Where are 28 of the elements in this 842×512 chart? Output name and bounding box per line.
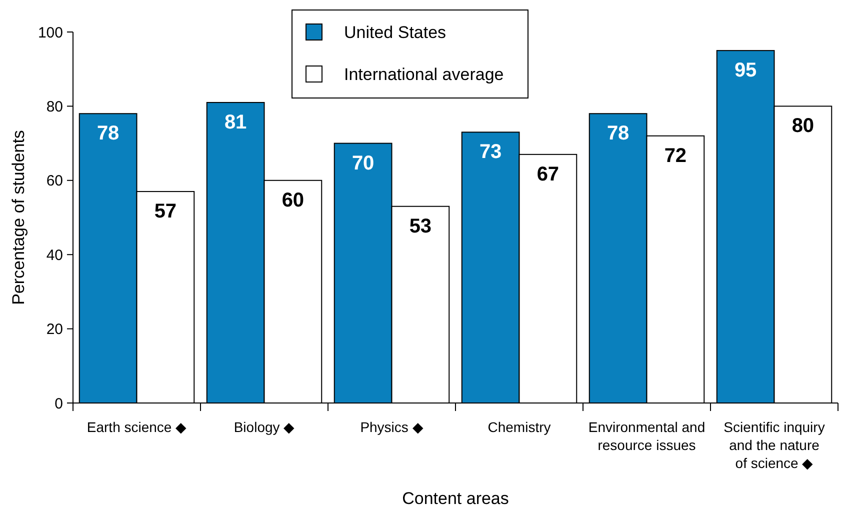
x-tick-label: Physics ◆	[360, 419, 424, 435]
data-label: 70	[352, 152, 374, 174]
x-tick-label: Chemistry	[488, 419, 551, 435]
y-tick-label: 60	[46, 172, 63, 190]
y-axis-title: Percentage of students	[9, 130, 28, 305]
data-label: 78	[606, 122, 630, 145]
data-label: 72	[664, 144, 687, 167]
x-tick-label: Environmental and resource issues	[588, 419, 706, 453]
data-label: 73	[479, 141, 502, 164]
data-label: 78	[96, 122, 120, 145]
data-label: 60	[282, 189, 304, 212]
x-tick-label: Scientific inquiry and the nature of science ◆	[724, 419, 825, 471]
x-axis-title: Content areas	[402, 489, 509, 508]
y-tick-label: 100	[38, 24, 63, 42]
data-label: 53	[409, 215, 432, 238]
y-tick-label: 40	[46, 246, 63, 264]
data-label: 95	[734, 60, 757, 82]
x-tick-label: Biology ◆	[234, 419, 295, 435]
y-tick-label: 20	[46, 321, 63, 338]
y-tick-label: 80	[46, 98, 63, 116]
legend-label: International average	[344, 64, 504, 84]
data-label: 81	[224, 111, 247, 134]
data-label: 67	[536, 163, 560, 186]
x-tick-label: Earth science ◆	[86, 419, 187, 435]
legend-label: United States	[344, 22, 446, 42]
data-label: 57	[154, 200, 177, 223]
y-tick-label: 0	[54, 395, 63, 412]
data-label: 80	[792, 115, 814, 138]
